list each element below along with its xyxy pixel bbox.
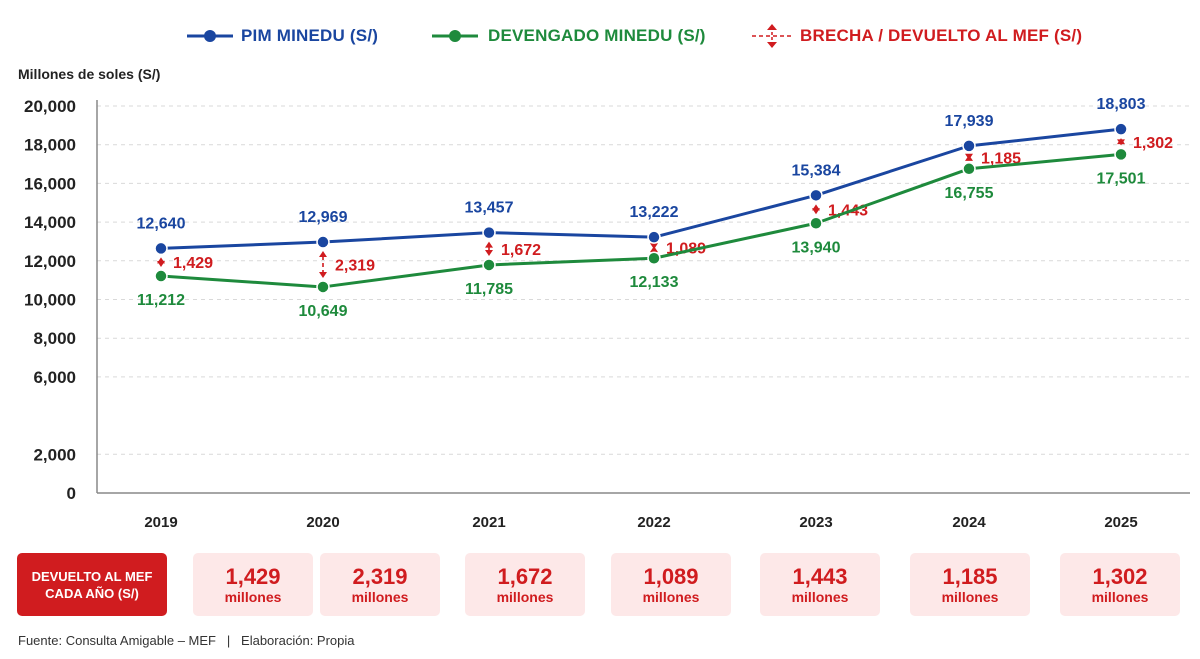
gap-arrow-head-down <box>157 261 165 268</box>
x-tick-label: 2023 <box>799 514 832 531</box>
gap-arrow-head-up <box>485 241 493 248</box>
x-tick-label: 2025 <box>1104 514 1137 531</box>
legend-label-dev: DEVENGADO MINEDU (S/) <box>488 26 706 45</box>
footer-value-number: 1,185 <box>942 563 998 589</box>
y-tick-label: 6,000 <box>33 368 76 387</box>
footer-value-unit: millones <box>224 588 282 605</box>
y-tick-label: 8,000 <box>33 329 76 348</box>
gap-arrow-head-down <box>812 208 820 215</box>
pim-value-label: 18,803 <box>1097 96 1146 113</box>
source-note: Fuente: Consulta Amigable – MEF | Elabor… <box>18 633 355 648</box>
pim-point <box>154 241 168 256</box>
dev-value-label: 10,649 <box>299 303 348 320</box>
dev-point <box>154 269 168 283</box>
y-tick-label: 0 <box>67 484 76 503</box>
footer-value-unit: millones <box>941 588 999 605</box>
pim-value-label: 12,969 <box>299 209 348 226</box>
footer-value-number: 1,429 <box>225 563 281 589</box>
gap-arrow-head-down <box>965 153 973 160</box>
dev-point <box>809 216 823 231</box>
footer-value-unit: millones <box>496 588 554 605</box>
footer-value-unit: millones <box>642 588 700 605</box>
y-tick-label: 16,000 <box>24 174 76 193</box>
dev-point <box>1114 147 1128 162</box>
gap-arrow-head-down <box>1117 139 1125 146</box>
x-tick-label: 2020 <box>306 514 339 531</box>
footer-value-number: 2,319 <box>352 563 408 589</box>
chart-legend: PIM MINEDU (S/) DEVENGADO MINEDU (S/) BR… <box>0 18 1200 54</box>
dev-value-label: 13,940 <box>792 239 841 256</box>
gap-value-label: 1,672 <box>501 242 541 259</box>
footer-value-box: 1,443 millones <box>760 553 880 616</box>
footer-value-number: 1,443 <box>792 563 848 589</box>
legend-item-gap: BRECHA / DEVUELTO AL MEF (S/) <box>752 18 1082 54</box>
footer-title-line2: CADA AÑO (S/) <box>45 585 139 601</box>
footer-value-box: 2,319 millones <box>320 553 440 616</box>
y-tick-label: 10,000 <box>24 291 76 310</box>
gap-value-label: 1,429 <box>173 255 213 272</box>
y-tick-label: 20,000 <box>24 97 76 116</box>
dev-point <box>316 280 330 294</box>
pim-value-label: 13,457 <box>465 200 514 217</box>
y-tick-label: 2,000 <box>33 445 76 464</box>
y-tick-label: 12,000 <box>24 252 76 271</box>
y-tick-label: 18,000 <box>24 136 76 155</box>
legend-item-pim: PIM MINEDU (S/) <box>187 18 378 54</box>
x-tick-label: 2019 <box>144 514 177 531</box>
pim-value-label: 12,640 <box>137 215 186 232</box>
footer-value-box: 1,089 millones <box>611 553 731 616</box>
footer-value-box: 1,429 millones <box>193 553 313 616</box>
footer-value-number: 1,672 <box>497 563 553 589</box>
dev-value-label: 16,755 <box>945 185 994 202</box>
pim-value-label: 15,384 <box>792 162 841 179</box>
dev-point <box>647 251 661 265</box>
footer-value-number: 1,089 <box>643 563 699 589</box>
pim-point <box>647 230 661 244</box>
pim-point <box>482 225 496 240</box>
gap-value-label: 2,319 <box>335 257 375 274</box>
footer-value-box: 1,302 millones <box>1060 553 1180 616</box>
legend-label-pim: PIM MINEDU (S/) <box>241 26 379 45</box>
footer-title-line1: DEVUELTO AL MEF <box>31 568 153 584</box>
gap-value-label: 1,185 <box>981 150 1021 167</box>
gap-arrow-head-up <box>319 251 327 258</box>
legend-dev-swatch <box>432 30 478 42</box>
y-tick-label: 14,000 <box>24 213 76 232</box>
y-axis-label: Millones de soles (S/) <box>18 66 161 82</box>
pim-point <box>962 139 976 153</box>
gap-arrow-head-down <box>319 271 327 278</box>
gap-arrow-head-down <box>650 243 658 250</box>
gap-value-label: 1,302 <box>1133 135 1173 152</box>
pim-point <box>316 235 330 249</box>
legend-item-dev: DEVENGADO MINEDU (S/) <box>432 18 706 54</box>
pim-point <box>1114 122 1128 136</box>
pim-point <box>809 188 823 203</box>
footer-value-unit: millones <box>1091 588 1149 605</box>
pim-value-label: 13,222 <box>630 204 679 221</box>
dev-point <box>482 258 496 272</box>
legend-pim-swatch <box>187 30 233 42</box>
double-arrow-icon <box>752 24 792 48</box>
x-tick-label: 2022 <box>637 514 670 531</box>
dev-value-label: 11,785 <box>465 281 513 298</box>
pim-value-label: 17,939 <box>945 113 994 130</box>
footer-value-unit: millones <box>351 588 409 605</box>
footer-value-box: 1,672 millones <box>465 553 585 616</box>
x-tick-label: 2021 <box>472 514 505 531</box>
x-tick-label: 2024 <box>952 514 986 531</box>
footer-value-unit: millones <box>791 588 849 605</box>
dev-value-label: 11,212 <box>137 292 185 309</box>
line-chart: 0 2,000 6,000 8,000 10,000 12,000 14,000 16,000… <box>24 96 1190 531</box>
dev-value-label: 17,501 <box>1097 170 1146 187</box>
legend-label-gap: BRECHA / DEVUELTO AL MEF (S/) <box>800 26 1083 45</box>
dev-point <box>962 162 976 176</box>
footer-title-box: DEVUELTO AL MEF CADA AÑO (S/) <box>17 553 167 616</box>
footer-value-number: 1,302 <box>1092 563 1148 589</box>
gap-arrow-head-down <box>485 249 493 256</box>
dev-value-label: 12,133 <box>630 274 679 291</box>
footer-value-box: 1,185 millones <box>910 553 1030 616</box>
